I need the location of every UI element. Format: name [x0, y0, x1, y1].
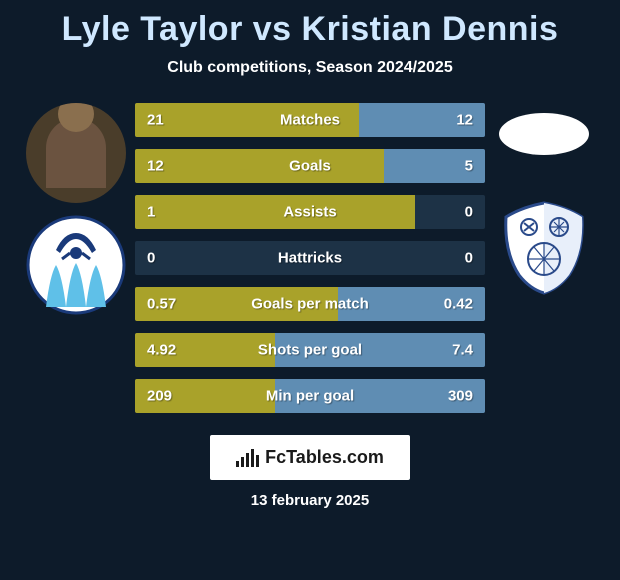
- stat-row: 0.57 0.42 Goals per match: [135, 287, 485, 321]
- value-right: 7.4: [452, 342, 473, 359]
- player1-avatar: [26, 103, 126, 203]
- stat-row: 0 0 Hattricks: [135, 241, 485, 275]
- player1-club-badge: [26, 215, 126, 315]
- value-right: 5: [465, 158, 473, 175]
- value-right: 0: [465, 204, 473, 221]
- value-left: 1: [147, 204, 155, 221]
- stat-label: Matches: [280, 112, 340, 129]
- bar-chart-icon: [236, 449, 259, 467]
- stat-row: 1 0 Assists: [135, 195, 485, 229]
- stat-label: Hattricks: [278, 250, 342, 267]
- value-left: 21: [147, 112, 164, 129]
- value-left: 0: [147, 250, 155, 267]
- main-row: 2112Matches125Goals10Assists00Hattricks0…: [8, 103, 612, 413]
- value-left: 12: [147, 158, 164, 175]
- stats-table: 2112Matches125Goals10Assists00Hattricks0…: [135, 103, 485, 413]
- page-subtitle: Club competitions, Season 2024/2025: [8, 59, 612, 77]
- stat-label: Min per goal: [266, 388, 354, 405]
- tranmere-badge-icon: [494, 197, 594, 297]
- colchester-badge-icon: [26, 215, 126, 315]
- comparison-card: Lyle Taylor vs Kristian Dennis Club comp…: [0, 0, 620, 580]
- stat-row: 12 5 Goals: [135, 149, 485, 183]
- stat-label: Assists: [283, 204, 336, 221]
- stat-row: 209 309 Min per goal: [135, 379, 485, 413]
- value-left: 0.57: [147, 296, 176, 313]
- bar-left: [135, 195, 415, 229]
- value-right: 12: [456, 112, 473, 129]
- player2-club-badge: [494, 197, 594, 297]
- fctables-logo: FcTables.com: [210, 435, 410, 480]
- stat-row: 21 12 Matches: [135, 103, 485, 137]
- stat-row: 4.92 7.4 Shots per goal: [135, 333, 485, 367]
- stat-label: Goals per match: [251, 296, 369, 313]
- stat-label: Shots per goal: [258, 342, 362, 359]
- stat-label: Goals: [289, 158, 331, 175]
- player2-column: [489, 103, 599, 297]
- value-right: 0.42: [444, 296, 473, 313]
- player2-avatar-placeholder: [499, 113, 589, 155]
- logo-text: FcTables.com: [265, 447, 384, 468]
- footer: FcTables.com 13 february 2025: [8, 435, 612, 509]
- value-left: 4.92: [147, 342, 176, 359]
- player1-column: [21, 103, 131, 315]
- bar-left: [135, 149, 384, 183]
- page-title: Lyle Taylor vs Kristian Dennis: [8, 10, 612, 49]
- value-left: 209: [147, 388, 172, 405]
- date-label: 13 february 2025: [251, 492, 369, 509]
- value-right: 0: [465, 250, 473, 267]
- person-silhouette-icon: [46, 118, 106, 188]
- value-right: 309: [448, 388, 473, 405]
